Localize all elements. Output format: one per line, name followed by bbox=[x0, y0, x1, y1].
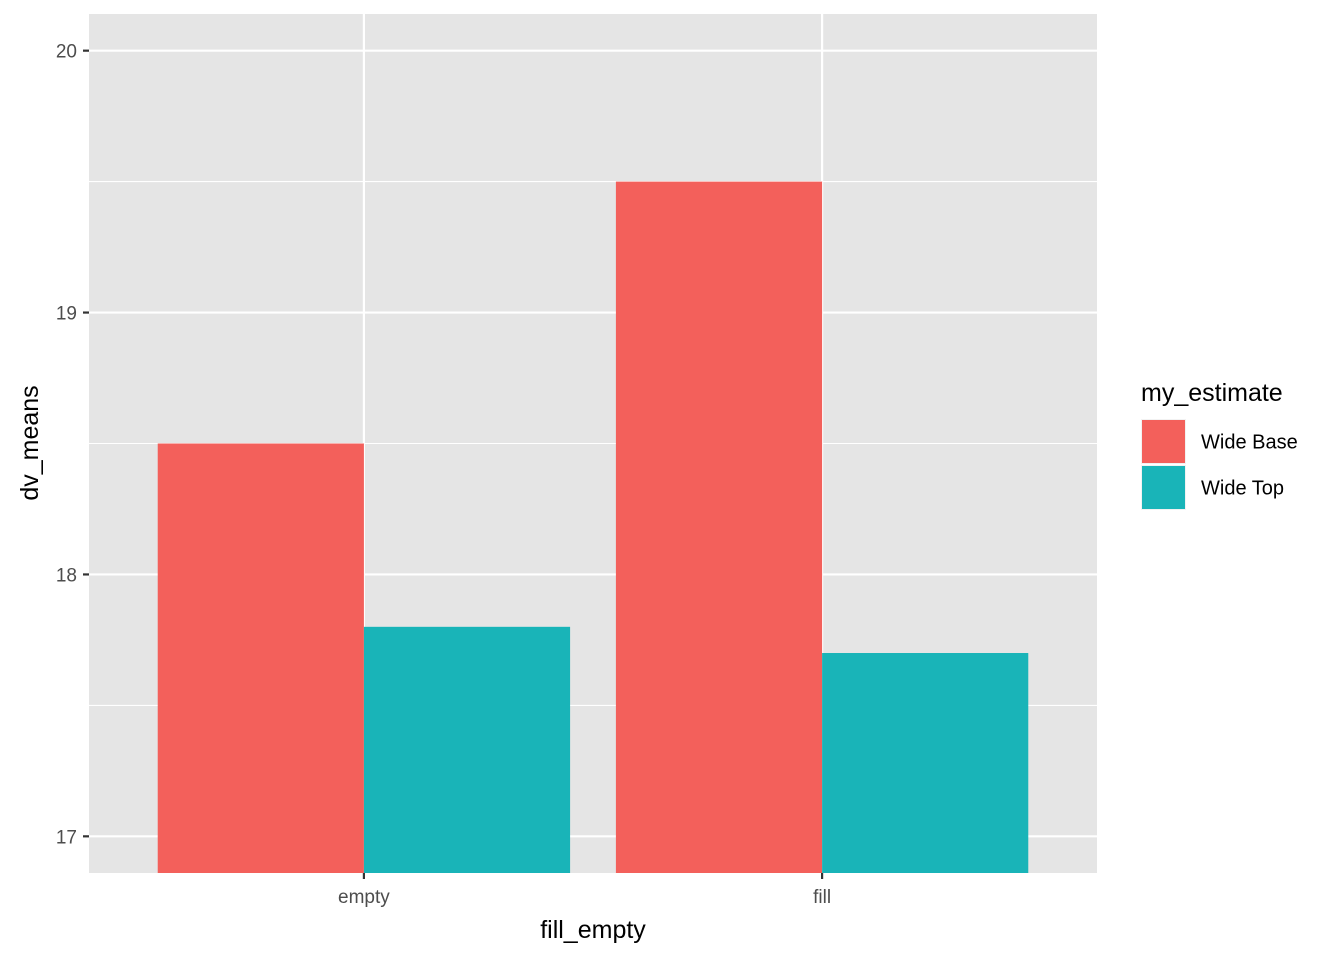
bar-empty-wide-base bbox=[157, 443, 364, 873]
legend-label: Wide Top bbox=[1201, 478, 1284, 500]
y-tick-label: 18 bbox=[56, 565, 77, 586]
x-tick-label: fill bbox=[813, 887, 831, 908]
x-axis-title: fill_empty bbox=[540, 916, 646, 944]
bars bbox=[157, 181, 1029, 874]
bar-empty-wide-top bbox=[363, 626, 571, 873]
legend-label: Wide Base bbox=[1201, 432, 1298, 454]
legend-title: my_estimate bbox=[1141, 379, 1283, 407]
x-tick-label: empty bbox=[338, 887, 390, 908]
bar-fill-wide-top bbox=[822, 653, 1029, 873]
x-axis: empty fill bbox=[338, 873, 831, 908]
y-axis: 17 18 19 20 bbox=[56, 42, 89, 848]
y-tick-label: 20 bbox=[56, 42, 77, 63]
y-tick-label: 19 bbox=[56, 304, 77, 325]
y-tick-label: 17 bbox=[56, 827, 77, 848]
legend-key-swatch bbox=[1142, 420, 1185, 463]
legend: my_estimate Wide Base Wide Top bbox=[1141, 379, 1298, 510]
y-axis-title: dv_means bbox=[16, 385, 44, 500]
bar-fill-wide-base bbox=[615, 181, 823, 874]
legend-key-swatch bbox=[1142, 466, 1185, 509]
